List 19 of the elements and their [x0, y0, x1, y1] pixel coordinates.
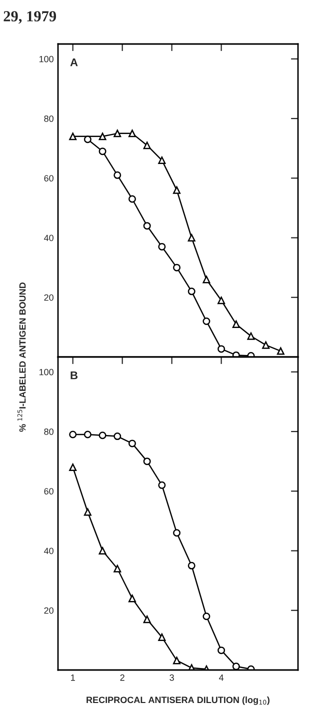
annotation: B: [70, 371, 78, 380]
y-tick-label: 60: [44, 175, 54, 182]
y-tick-label: 20: [44, 294, 54, 301]
x-tick-label: 2: [120, 674, 124, 681]
x-tick-label: 4: [218, 674, 224, 681]
y-tick-label: 100: [39, 56, 54, 62]
x-axis-title: RECIPROCAL ANTISERA DILUTION (log$_{10}$): [86, 696, 270, 705]
y-tick-label: 100: [39, 368, 54, 376]
x-tick-label: 3: [170, 674, 174, 681]
y-tick-label: 20: [44, 607, 54, 614]
y-tick-label: 60: [44, 488, 54, 495]
y-tick-label: 80: [44, 115, 54, 122]
y-tick-label: 80: [44, 428, 54, 435]
y-tick-label: 40: [44, 234, 54, 242]
annotation: A: [70, 58, 78, 66]
text: 29, 1979: [4, 11, 56, 24]
y-axis-title: % $^{125}$I-LABELED ANTIGEN BOUND: [17, 282, 26, 432]
x-tick-label: 1: [71, 674, 75, 681]
y-tick-label: 40: [44, 548, 54, 554]
